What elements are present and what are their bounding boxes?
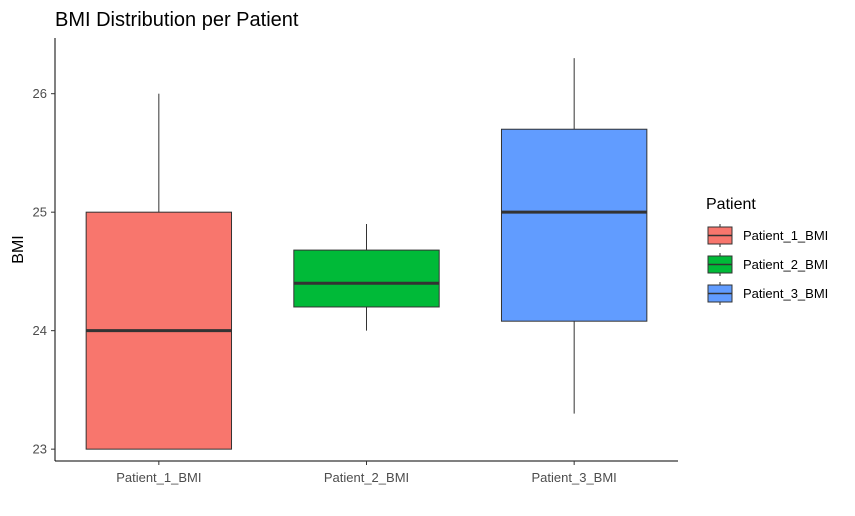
y-tick-label: 23: [33, 442, 47, 457]
x-tick-label: Patient_1_BMI: [116, 470, 201, 485]
y-tick-label: 24: [33, 323, 47, 338]
box-Patient_1_BMI: [85, 93, 233, 450]
legend-label: Patient_3_BMI: [743, 286, 828, 301]
legend-item-Patient_3_BMI: Patient_3_BMI: [707, 282, 828, 305]
box-Patient_2_BMI: [293, 224, 440, 331]
legend-title: Patient: [706, 196, 756, 213]
box-rect: [500, 128, 648, 322]
y-tick-label: 26: [33, 86, 47, 101]
y-tick-label: 25: [33, 205, 47, 220]
chart-title: BMI Distribution per Patient: [55, 9, 299, 31]
plot-area: [85, 58, 648, 450]
x-tick-label: Patient_3_BMI: [532, 470, 617, 485]
y-axis-title: BMI: [10, 235, 27, 263]
x-tick-label: Patient_2_BMI: [324, 470, 409, 485]
box-Patient_3_BMI: [500, 58, 648, 414]
legend-item-Patient_1_BMI: Patient_1_BMI: [707, 224, 828, 247]
box-rect: [293, 249, 440, 308]
legend: Patient Patient_1_BMI Patient_2_BMI Patient…: [706, 196, 828, 305]
legend-label: Patient_1_BMI: [743, 228, 828, 243]
axes: 23 24 25 26 Patient_1_BMI Patient_2_BMI Patien…: [10, 38, 678, 485]
legend-label: Patient_2_BMI: [743, 257, 828, 272]
legend-item-Patient_2_BMI: Patient_2_BMI: [707, 253, 828, 276]
